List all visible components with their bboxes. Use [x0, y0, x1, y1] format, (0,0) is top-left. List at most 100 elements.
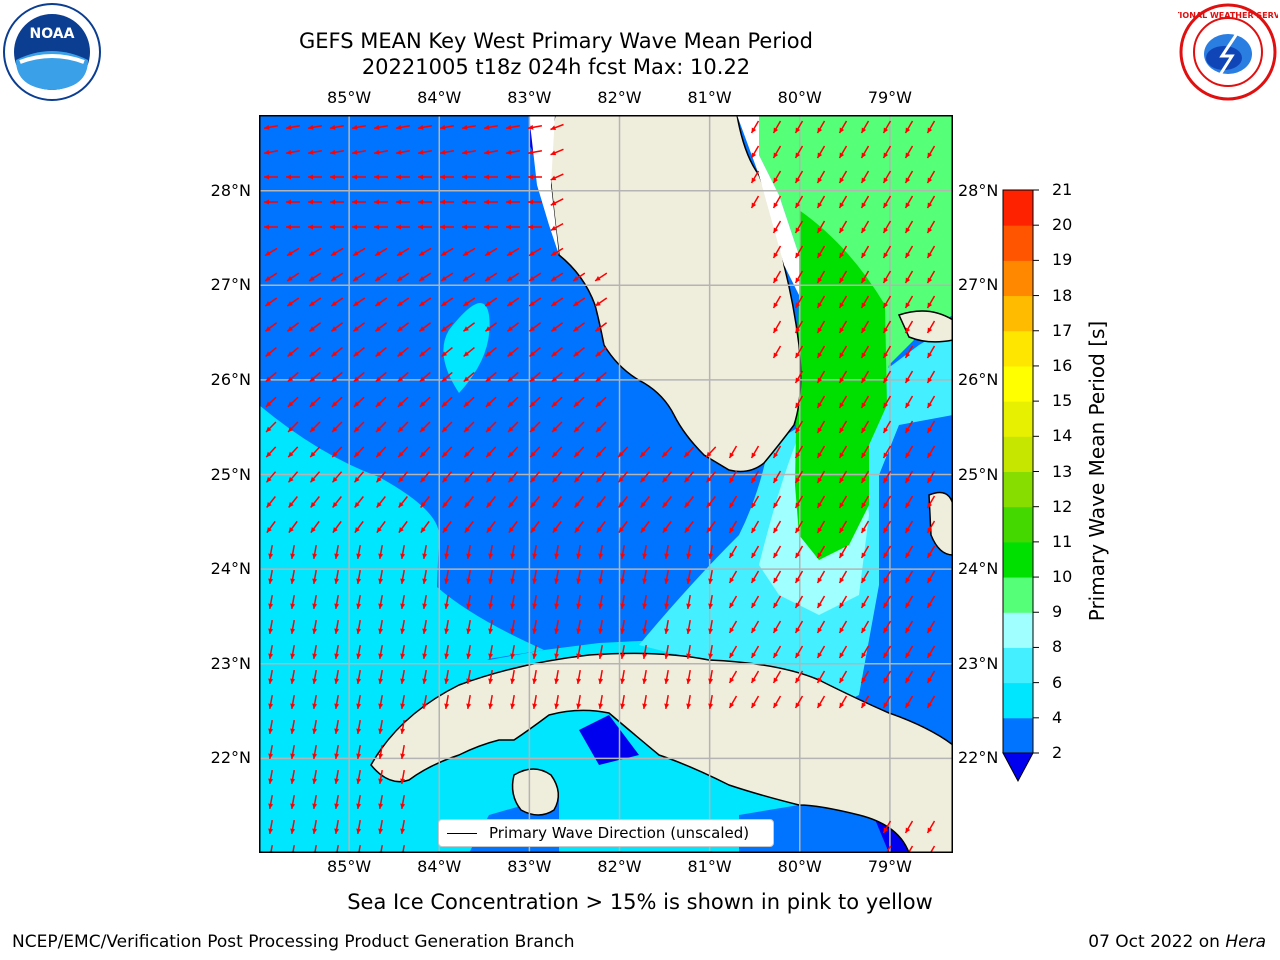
wave-arrow [794, 445, 804, 459]
wave-arrow [794, 370, 804, 384]
wave-arrow [860, 270, 870, 284]
wave-arrow [265, 421, 277, 433]
wave-arrow [860, 170, 870, 184]
lat-label-left: 23°N [210, 653, 251, 673]
wave-arrow [334, 569, 340, 585]
noaa-logo: NOAA [3, 3, 101, 101]
wave-arrow [882, 620, 892, 634]
wave-arrow [312, 744, 318, 760]
wave-arrow [882, 695, 892, 709]
wave-arrow [506, 199, 520, 205]
wave-arrow [287, 396, 299, 408]
lon-label-top: 85°W [327, 88, 372, 107]
noaa-logo-text: NOAA [30, 26, 75, 42]
wave-arrow [308, 224, 322, 230]
lon-label-bottom: 85°W [327, 857, 372, 876]
wave-arrow [904, 820, 914, 834]
wave-arrow [816, 195, 826, 209]
land-isla-juventud [511, 768, 560, 816]
lon-label-top: 83°W [507, 88, 552, 107]
wave-arrow [598, 644, 604, 660]
wave-arrow [573, 471, 585, 483]
wave-arrow [686, 619, 692, 635]
lon-label-bottom: 84°W [417, 857, 462, 876]
wave-arrow [510, 594, 516, 610]
wave-arrow [508, 520, 518, 534]
wave-arrow [794, 295, 804, 309]
wave-arrow [356, 819, 362, 835]
wave-arrow [330, 272, 344, 282]
wave-arrow [488, 694, 494, 710]
lon-label-bottom: 82°W [597, 857, 642, 876]
wave-arrow [708, 594, 714, 610]
wave-arrow [263, 124, 279, 130]
wave-arrow [264, 297, 278, 307]
wave-arrow [331, 471, 343, 483]
wave-arrow [329, 124, 345, 130]
wave-arrow [307, 149, 323, 155]
wave-arrow [882, 520, 892, 534]
wave-arrow [400, 694, 406, 710]
wave-arrow [904, 570, 914, 584]
wave-arrow [420, 496, 430, 508]
wave-arrow [290, 544, 296, 560]
wave-arrow [312, 594, 318, 610]
wave-arrow [838, 570, 848, 584]
wave-arrow [462, 297, 476, 307]
wave-arrow [532, 544, 538, 560]
wave-arrow [794, 245, 804, 259]
colorbar-tick-label: 18 [1052, 285, 1073, 305]
wave-arrow [573, 346, 585, 358]
wave-arrow [440, 224, 454, 230]
wave-arrow [750, 645, 760, 659]
wave-arrow [400, 769, 406, 785]
wave-arrow [816, 220, 826, 234]
colorbar-segment [1003, 647, 1033, 684]
wave-arrow [378, 594, 384, 610]
wave-arrow [486, 496, 496, 508]
wave-arrow [926, 470, 936, 484]
wave-arrow [378, 569, 384, 585]
wave-arrow [484, 224, 498, 230]
wave-arrow [440, 199, 454, 205]
wave-arrow [400, 569, 406, 585]
wave-arrow [398, 496, 408, 508]
wave-arrow [573, 371, 585, 383]
wave-arrow [286, 199, 300, 205]
lat-label-left: 27°N [210, 275, 251, 295]
wave-arrow [794, 470, 804, 484]
wave-arrow [419, 346, 431, 358]
wave-arrow [330, 297, 344, 307]
wave-arrow [309, 396, 321, 408]
wave-arrow [378, 819, 384, 835]
lon-label-top: 84°W [417, 88, 462, 107]
wave-arrow [772, 645, 782, 659]
wave-arrow [728, 620, 738, 634]
wave-arrow [334, 619, 340, 635]
wave-arrow [816, 595, 826, 609]
wave-arrow [264, 174, 278, 180]
wave-arrow [926, 120, 936, 134]
wave-arrow [510, 569, 516, 585]
wave-arrow [312, 694, 318, 710]
wave-arrow [510, 644, 516, 660]
wave-arrow [530, 496, 540, 508]
wave-arrow [860, 645, 870, 659]
wave-arrow [397, 346, 409, 358]
wave-arrow [265, 371, 277, 383]
wave-arrow [352, 272, 366, 282]
wave-arrow [618, 496, 628, 508]
nws-logo-text: NATIONAL WEATHER SERVICE [1178, 11, 1278, 20]
wave-arrow [772, 520, 782, 534]
wave-arrow [422, 694, 428, 710]
wave-arrow [550, 272, 564, 282]
wave-arrow [838, 345, 848, 359]
wave-arrow [268, 769, 274, 785]
wave-arrow [527, 149, 543, 155]
lat-label-right: 24°N [958, 559, 999, 579]
wave-arrow [378, 719, 384, 735]
wave-arrow [312, 794, 318, 810]
wave-arrow [400, 794, 406, 810]
lat-label-right: 22°N [958, 748, 999, 768]
wave-arrow [484, 297, 498, 307]
